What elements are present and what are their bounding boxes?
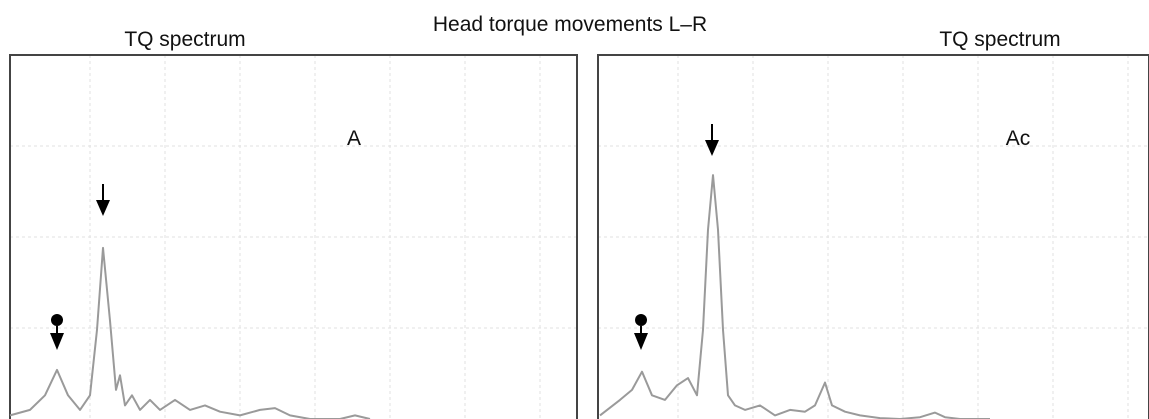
panel-title: TQ spectrum [939,28,1060,51]
markers [50,124,719,350]
panel-frame [9,54,578,419]
panel-title: TQ spectrum [124,28,245,51]
spectrum-line [599,174,990,419]
figure-title: Head torque movements L–R [433,13,707,36]
panel-annotation: Ac [1006,127,1031,150]
panel-frame [597,54,1149,419]
panel-annotation: A [347,127,361,150]
spectrum-line [9,246,371,419]
